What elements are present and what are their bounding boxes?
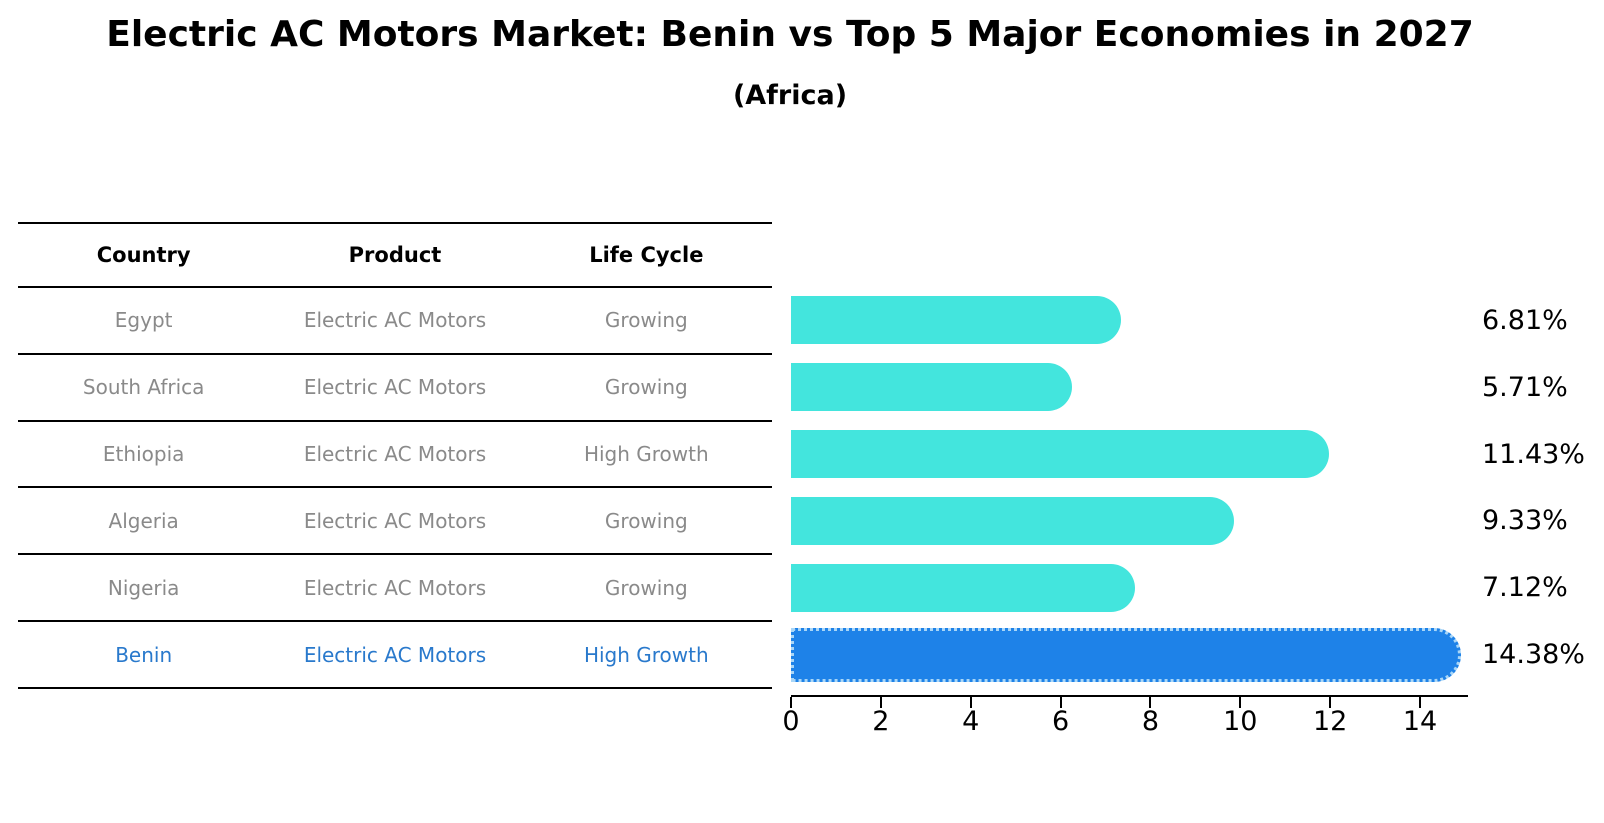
page-title: Electric AC Motors Market: Benin vs Top … [106, 14, 1474, 55]
table-row: Ethiopia Electric AC Motors High Growth [18, 421, 772, 488]
column-header-country: Country [96, 243, 191, 267]
bar-value-label: 11.43% [1482, 438, 1585, 470]
table-cell-country: Benin [115, 642, 173, 667]
x-axis-tick-label: 8 [1141, 706, 1160, 737]
x-axis-tick-label: 4 [962, 706, 980, 737]
x-axis-tick [969, 697, 972, 708]
x-axis-tick-label: 12 [1312, 706, 1348, 737]
bar-value-label: 7.12% [1482, 572, 1568, 604]
table-cell-life-cycle: High Growth [583, 642, 709, 667]
bar-ethiopia [791, 430, 1329, 479]
table-cell-product: Electric AC Motors [303, 375, 487, 400]
x-axis-tick-label: 6 [1051, 706, 1070, 737]
table-separator-line [18, 419, 772, 422]
bar-value-label: 5.71% [1482, 371, 1568, 403]
x-axis-line [791, 695, 1468, 697]
table-cell-life-cycle: Growing [604, 575, 688, 600]
table-cell-product: Electric AC Motors [303, 442, 487, 467]
x-axis-tick [1239, 697, 1242, 708]
table-separator-line [18, 222, 772, 224]
table-cell-country: Nigeria [107, 575, 180, 600]
table-separator-line [18, 286, 772, 288]
x-axis-tick-label: 14 [1402, 706, 1438, 737]
table-separator-line [18, 486, 772, 489]
column-header-life-cycle: Life Cycle [589, 243, 704, 267]
table-row: Nigeria Electric AC Motors Growing [18, 554, 772, 621]
bar-nigeria [791, 563, 1135, 612]
table-row: Benin Electric AC Motors High Growth [18, 621, 772, 688]
x-axis-tick [1149, 697, 1152, 708]
table-row: South Africa Electric AC Motors Growing [18, 354, 772, 421]
table-row: Egypt Electric AC Motors Growing [18, 287, 772, 354]
table-cell-country: Algeria [108, 508, 179, 533]
bar-value-label: 6.81% [1482, 304, 1568, 336]
x-axis-tick-label: 0 [782, 706, 800, 737]
x-axis-tick [1419, 697, 1422, 708]
x-axis-tick [1329, 697, 1332, 708]
x-axis-tick [879, 697, 882, 708]
bar-value-label: 14.38% [1482, 639, 1585, 671]
column-header-product: Product [348, 243, 442, 267]
table-cell-product: Electric AC Motors [303, 642, 487, 667]
bar-value-label: 9.33% [1482, 505, 1568, 537]
table-header: Country Product Life Cycle [18, 223, 772, 287]
table-separator-line [18, 352, 772, 355]
bar-south-africa [791, 363, 1072, 412]
x-axis-tick [1059, 697, 1062, 708]
bar-algeria [791, 496, 1235, 545]
table-cell-country: South Africa [82, 375, 205, 400]
table-cell-country: Egypt [114, 308, 173, 333]
page-subtitle: (Africa) [732, 80, 848, 111]
bar-egypt [791, 296, 1121, 345]
bar-benin [791, 627, 1462, 682]
x-axis-tick-label: 2 [872, 706, 890, 737]
table-cell-life-cycle: High Growth [583, 442, 709, 467]
table-cell-country: Ethiopia [102, 442, 185, 467]
table-cell-life-cycle: Growing [604, 308, 688, 333]
table-cell-product: Electric AC Motors [303, 308, 487, 333]
table-cell-life-cycle: Growing [604, 508, 688, 533]
table-cell-life-cycle: Growing [604, 375, 688, 400]
table-cell-product: Electric AC Motors [303, 508, 487, 533]
x-axis-tick-label: 10 [1223, 706, 1258, 737]
table-separator-line [18, 686, 772, 689]
table-separator-line [18, 553, 772, 556]
table-row: Algeria Electric AC Motors Growing [18, 487, 772, 554]
table-cell-product: Electric AC Motors [303, 575, 487, 600]
table-separator-line [18, 620, 772, 623]
x-axis-tick [790, 697, 792, 708]
